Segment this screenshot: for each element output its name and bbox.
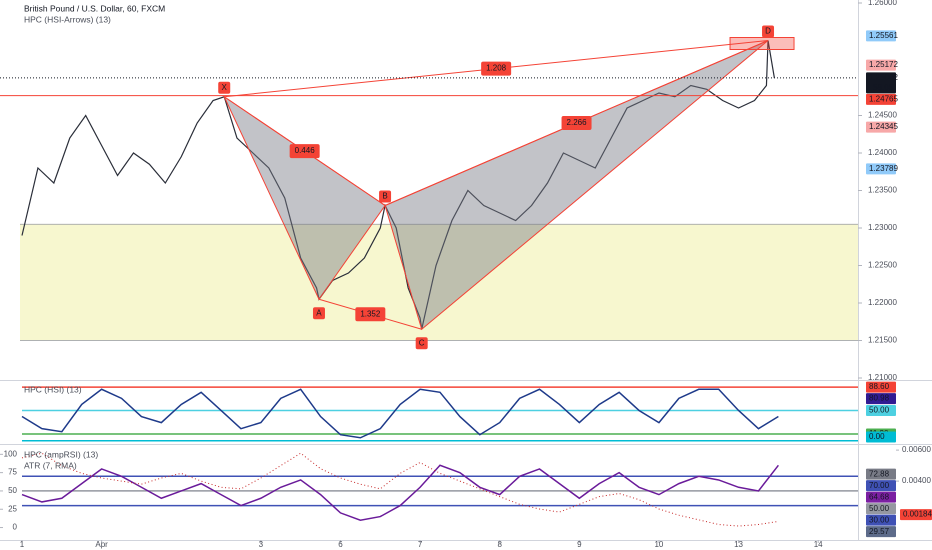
x-tick-label: 1: [20, 540, 25, 549]
point-label: D: [765, 27, 771, 36]
price-label-text: 0.00: [869, 432, 885, 441]
price-label-box: [900, 509, 932, 521]
price-label-box: [866, 163, 896, 175]
left-tick-label: 100: [4, 449, 18, 458]
price-label-text: 1.23789: [869, 164, 898, 173]
y-tick-label: 1.21000: [868, 373, 897, 382]
x-tick-label: 10: [654, 540, 663, 549]
x-tick-label: Apr: [95, 540, 108, 549]
price-label-box: [866, 468, 896, 480]
price-label-text: 30.00: [869, 515, 890, 524]
point-box: [762, 25, 775, 38]
price-label-box: [866, 121, 896, 133]
y2-tick-label: 0.00600: [902, 445, 931, 454]
price-label-box: [866, 404, 896, 416]
price-line: [21, 40, 775, 330]
point-box: [218, 81, 231, 94]
price-label-text: 1.24345: [869, 122, 898, 131]
point-label: C: [419, 338, 425, 347]
price-label-text: 1.24765: [869, 94, 898, 103]
price-label-box: [866, 480, 896, 492]
price-label-text: 80.98: [869, 394, 890, 403]
y2-tick-label: 0.00400: [902, 476, 931, 485]
price-label-box: [866, 514, 896, 526]
point-box: [312, 307, 325, 320]
ratio-label: 0.446: [295, 146, 316, 155]
ratio-box: [355, 307, 386, 322]
x-tick-label: 8: [497, 540, 502, 549]
zone: [20, 224, 858, 341]
price-label-text: 64.68: [869, 492, 890, 501]
price-label-box: [866, 59, 896, 71]
point-label: X: [222, 83, 228, 92]
price-label-text: 88.60: [869, 382, 890, 391]
symbol-title: British Pound / U.S. Dollar, 60, FXCM: [24, 3, 165, 13]
x-tick-label: 14: [814, 540, 823, 549]
left-tick-label: 0: [13, 523, 18, 532]
x-tick-label: 3: [259, 540, 264, 549]
pane-title: HPC (HSI) (13): [24, 384, 82, 394]
ratio-label: 2.266: [567, 118, 588, 127]
price-label-text: 72.88: [869, 469, 890, 478]
indicator-title: HPC (HSI-Arrows) (13): [24, 14, 111, 24]
price-label-text: 70.00: [869, 481, 890, 490]
price-label-box: [866, 526, 896, 538]
point-label: B: [382, 192, 387, 201]
ratio-label: 1.208: [486, 64, 507, 73]
oscillator-line: [21, 388, 779, 439]
price-label-box: [866, 503, 896, 515]
price-label-box: [866, 30, 896, 42]
price-label-box: [866, 72, 896, 94]
ratio-box: [561, 116, 592, 130]
price-label-text: 50.00: [869, 406, 890, 415]
y-tick-label: 1.21500: [868, 336, 897, 345]
pane-title: HPC (ampRSI) (13): [24, 449, 98, 459]
y-tick-label: 1.23000: [868, 223, 897, 232]
price-label-text: 1.25172: [869, 60, 898, 69]
price-label-text: 0.00184: [903, 510, 932, 519]
pane-subtitle: ATR (7, RMA): [24, 460, 77, 470]
x-tick-label: 7: [418, 540, 423, 549]
y-tick-label: 1.22000: [868, 298, 897, 307]
left-tick-label: 75: [8, 468, 17, 477]
price-label-text: 29.57: [869, 527, 890, 536]
d-zone: [729, 37, 795, 50]
point-box: [379, 190, 392, 203]
price-label-box: [866, 491, 896, 503]
oscillator-line: [21, 464, 779, 522]
point-box: [415, 337, 428, 350]
price-label-box: [866, 93, 896, 105]
price-label-box: [866, 393, 896, 405]
ratio-box: [481, 61, 512, 76]
left-tick-label: 25: [8, 504, 17, 513]
y-tick-label: 1.23500: [868, 186, 897, 195]
price-label-box: [866, 381, 896, 393]
x-tick-label: 9: [577, 540, 582, 549]
y-tick-label: 1.24000: [868, 148, 897, 157]
y-tick-label: 1.24500: [868, 111, 897, 120]
left-tick-label: 50: [8, 486, 17, 495]
ratio-label: 1.352: [360, 309, 381, 318]
price-label-text: 1.25002: [869, 73, 898, 82]
price-label-timer: 58:05: [873, 83, 894, 92]
point-label: A: [316, 308, 322, 317]
y-tick-label: 1.26000: [868, 0, 897, 7]
price-label-text: 1.25561: [869, 31, 898, 40]
x-tick-label: 13: [734, 540, 743, 549]
ratio-box: [289, 144, 320, 159]
y-tick-label: 1.22500: [868, 261, 897, 270]
x-tick-label: 6: [338, 540, 343, 549]
price-label-text: 50.00: [869, 504, 890, 513]
price-label-box: [866, 431, 896, 443]
